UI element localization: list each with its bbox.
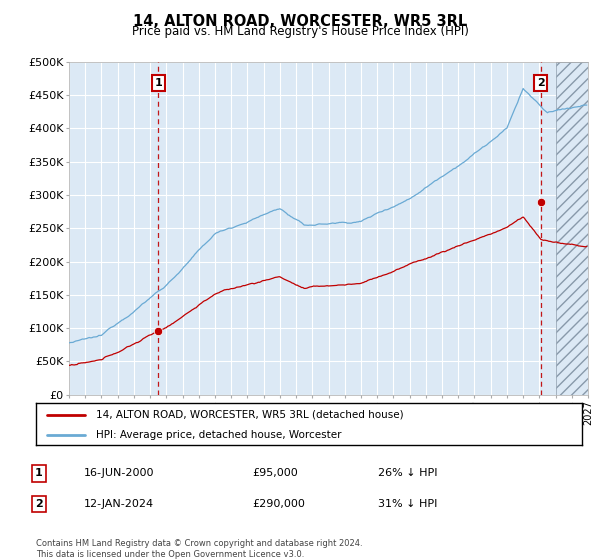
Text: 12-JAN-2024: 12-JAN-2024 xyxy=(84,499,154,509)
Text: 14, ALTON ROAD, WORCESTER, WR5 3RL (detached house): 14, ALTON ROAD, WORCESTER, WR5 3RL (deta… xyxy=(96,410,404,420)
Text: 1: 1 xyxy=(154,78,162,88)
Text: 31% ↓ HPI: 31% ↓ HPI xyxy=(378,499,437,509)
Text: £95,000: £95,000 xyxy=(252,468,298,478)
Text: 16-JUN-2000: 16-JUN-2000 xyxy=(84,468,155,478)
Text: 2: 2 xyxy=(537,78,545,88)
Text: Contains HM Land Registry data © Crown copyright and database right 2024.
This d: Contains HM Land Registry data © Crown c… xyxy=(36,539,362,559)
Text: HPI: Average price, detached house, Worcester: HPI: Average price, detached house, Worc… xyxy=(96,430,341,440)
Text: 14, ALTON ROAD, WORCESTER, WR5 3RL: 14, ALTON ROAD, WORCESTER, WR5 3RL xyxy=(133,14,467,29)
Text: 1: 1 xyxy=(35,468,43,478)
Text: 26% ↓ HPI: 26% ↓ HPI xyxy=(378,468,437,478)
Text: £290,000: £290,000 xyxy=(252,499,305,509)
Text: Price paid vs. HM Land Registry's House Price Index (HPI): Price paid vs. HM Land Registry's House … xyxy=(131,25,469,38)
Text: 2: 2 xyxy=(35,499,43,509)
